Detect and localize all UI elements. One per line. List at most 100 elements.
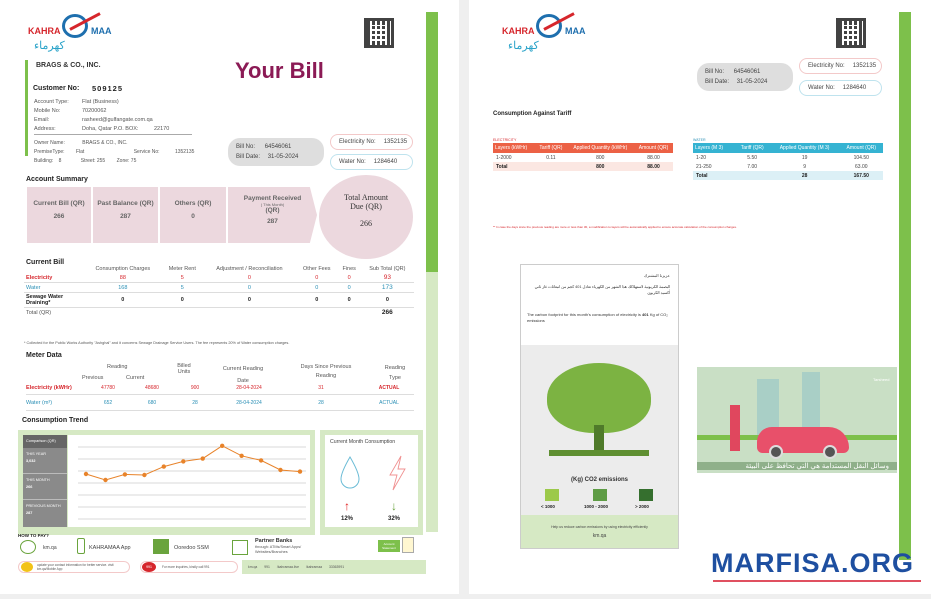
elec-no: 1352135 — [383, 139, 408, 145]
social-live-link[interactable]: /kahramaa.live — [276, 565, 299, 569]
building-label: Building: — [34, 158, 54, 164]
col-header: Amount (QR) — [638, 145, 669, 151]
reading-header: Reading — [107, 364, 128, 370]
cell: 1-2000 — [496, 154, 512, 161]
update-info-pill[interactable]: update your contact information for bett… — [18, 561, 130, 573]
col-header: Meter Rent — [168, 266, 196, 272]
page-title: Your Bill — [235, 58, 324, 83]
social-web-link[interactable]: km.qa — [248, 565, 258, 569]
mobile-label: Mobile No: — [34, 108, 61, 114]
data-point — [83, 471, 89, 477]
premise: Flat — [75, 149, 85, 155]
carbon-footer-text: Help us reduce carbon emissions by using… — [551, 525, 648, 529]
data-point — [161, 464, 166, 469]
cell: 93 — [360, 273, 414, 283]
green-sidebar-bar — [899, 12, 911, 560]
lightning-bolt-icon — [389, 455, 406, 491]
qr-code-icon[interactable] — [836, 18, 866, 48]
arrow-down-icon: ↓ — [391, 499, 397, 513]
previous-month-label: PREVIOUS MONTH — [26, 504, 61, 508]
call-note: For more inquiries, kindly call 991 — [162, 565, 210, 569]
logo-text-right: MAA — [91, 26, 112, 36]
logo-text-right: MAA — [565, 26, 586, 36]
cell: Total — [696, 172, 708, 179]
email: rasheed@gulfangate.com.qa — [82, 117, 153, 123]
bank-sub: through: ATMs/Smart Apps/ Websites/Branc… — [255, 545, 302, 554]
cell: 167.50 — [853, 172, 869, 179]
this-month-value: 266 — [26, 485, 33, 489]
bill-page-2: KAHRA MAA كهرماء Bill No: 64546061 Bill … — [469, 0, 931, 594]
customer-field-values: Flat (Business) 70200062 rasheed@gulfang… — [82, 98, 169, 134]
table-row: 1-2000 0.11 800 88.00 — [493, 153, 673, 162]
zone: 75 — [130, 158, 137, 164]
type-header: Reading Type — [384, 365, 406, 381]
street-label: Street: — [80, 158, 96, 164]
how-to-pay-title: HOW TO PAY? — [18, 533, 49, 538]
divider — [34, 134, 192, 135]
wheel-icon — [823, 445, 837, 459]
call-991-pill[interactable]: 991 For more inquiries, kindly call 991 — [140, 561, 238, 573]
logo-arabic: كهرماء — [508, 40, 539, 52]
carbon-url-link[interactable]: km.qa — [592, 533, 607, 539]
carbon-graphic: (Kg) CO2 emissions < 1000 1000 - 2000 > … — [521, 345, 678, 548]
pay-option-ooredoo[interactable]: Ooredoo SSM — [174, 545, 209, 551]
total-value: 266 — [381, 309, 393, 316]
po-box: 22170 — [153, 126, 170, 132]
data-point — [103, 477, 108, 483]
logo-text-left: KAHRA — [502, 26, 535, 36]
col-header: Applied Quantity (kWHr) — [573, 145, 628, 151]
col-header: Tariff (QR) — [740, 145, 764, 151]
zone-label: Zone: — [116, 158, 130, 164]
customer-accent-bar — [25, 60, 28, 156]
pay-option-bank[interactable]: Partner Banks — [255, 538, 293, 544]
tarsheed-logo: Tarsheed — [873, 377, 890, 382]
building-icon — [757, 379, 779, 439]
this-month-label: THIS MONTH — [26, 478, 50, 482]
social-phone-link[interactable]: 991 — [264, 565, 270, 569]
cell: 0 — [360, 292, 414, 308]
comparison-header: Comparison (QR) — [23, 435, 67, 448]
days-header: Days Since Previous Reading — [300, 364, 352, 379]
water-tariff-label: WATER — [693, 138, 706, 142]
this-year-label: THIS YEAR — [26, 452, 46, 456]
qr-code-icon[interactable] — [364, 18, 394, 48]
cell: 652 — [103, 400, 113, 406]
cell: 9 — [803, 163, 806, 170]
carbon-footprint-card: عزيزنا المشترك البصمة الكربونية لاستهلاك… — [520, 264, 679, 549]
table-row: 21-250 7.00 9 63.00 — [693, 162, 883, 171]
social-handle-link[interactable]: /kahramaa — [305, 565, 322, 569]
pay-option-app[interactable]: KAHRAMAA App — [89, 545, 131, 551]
previous-header: Previous — [82, 375, 104, 381]
social-whatsapp-link[interactable]: 33363991 — [329, 565, 345, 569]
current-month-panel: Current Month Consumption ↑ ↓ 12% 32% — [320, 430, 423, 535]
legend-label-high: > 2000 — [635, 504, 649, 509]
water-no: 1284640 — [373, 159, 398, 165]
cell: 900 — [190, 385, 200, 391]
cell: 0 — [337, 273, 361, 283]
pay-option-web[interactable]: km.qa — [43, 545, 57, 551]
call-badge: 991 — [142, 562, 156, 572]
owner-label: Owner Name: — [34, 140, 65, 146]
previous-month-value: 287 — [26, 511, 33, 515]
social-links-bar: km.qa 991 /kahramaa.live /kahramaa 33363… — [242, 560, 426, 574]
tree-canopy-icon — [547, 363, 651, 433]
water-no-pill: Water No: 1284640 — [799, 80, 882, 96]
cell: 7.00 — [747, 163, 758, 170]
summary-value: 266 — [53, 213, 65, 220]
bill-no-label: Bill No: — [705, 69, 725, 75]
summary-payment-received: Payment Received ( This Month) (QR) 287 — [228, 187, 317, 243]
cell: 800 — [596, 154, 605, 161]
customer-no-label: Customer No: — [33, 85, 80, 92]
total-label: Total (QR) — [26, 309, 52, 316]
sewage-footnote: * Collected for the Public Works Authori… — [24, 341, 290, 345]
bill-date-label: Bill Date: — [236, 154, 261, 160]
cell: 0.11 — [546, 154, 556, 161]
cell: 28-04-2024 — [236, 400, 262, 406]
kahramaa-logo: KAHRA MAA كهرماء — [28, 12, 118, 52]
logo-ring-icon — [536, 14, 562, 38]
comparison-sidebar: Comparison (QR) THIS YEAR 3,032 THIS MONT… — [23, 435, 67, 527]
consumption-trend-chart — [68, 435, 310, 527]
account-statement-badge[interactable]: Account Statement — [378, 540, 400, 552]
cell: 0 — [337, 292, 361, 308]
grass-icon — [549, 450, 649, 456]
